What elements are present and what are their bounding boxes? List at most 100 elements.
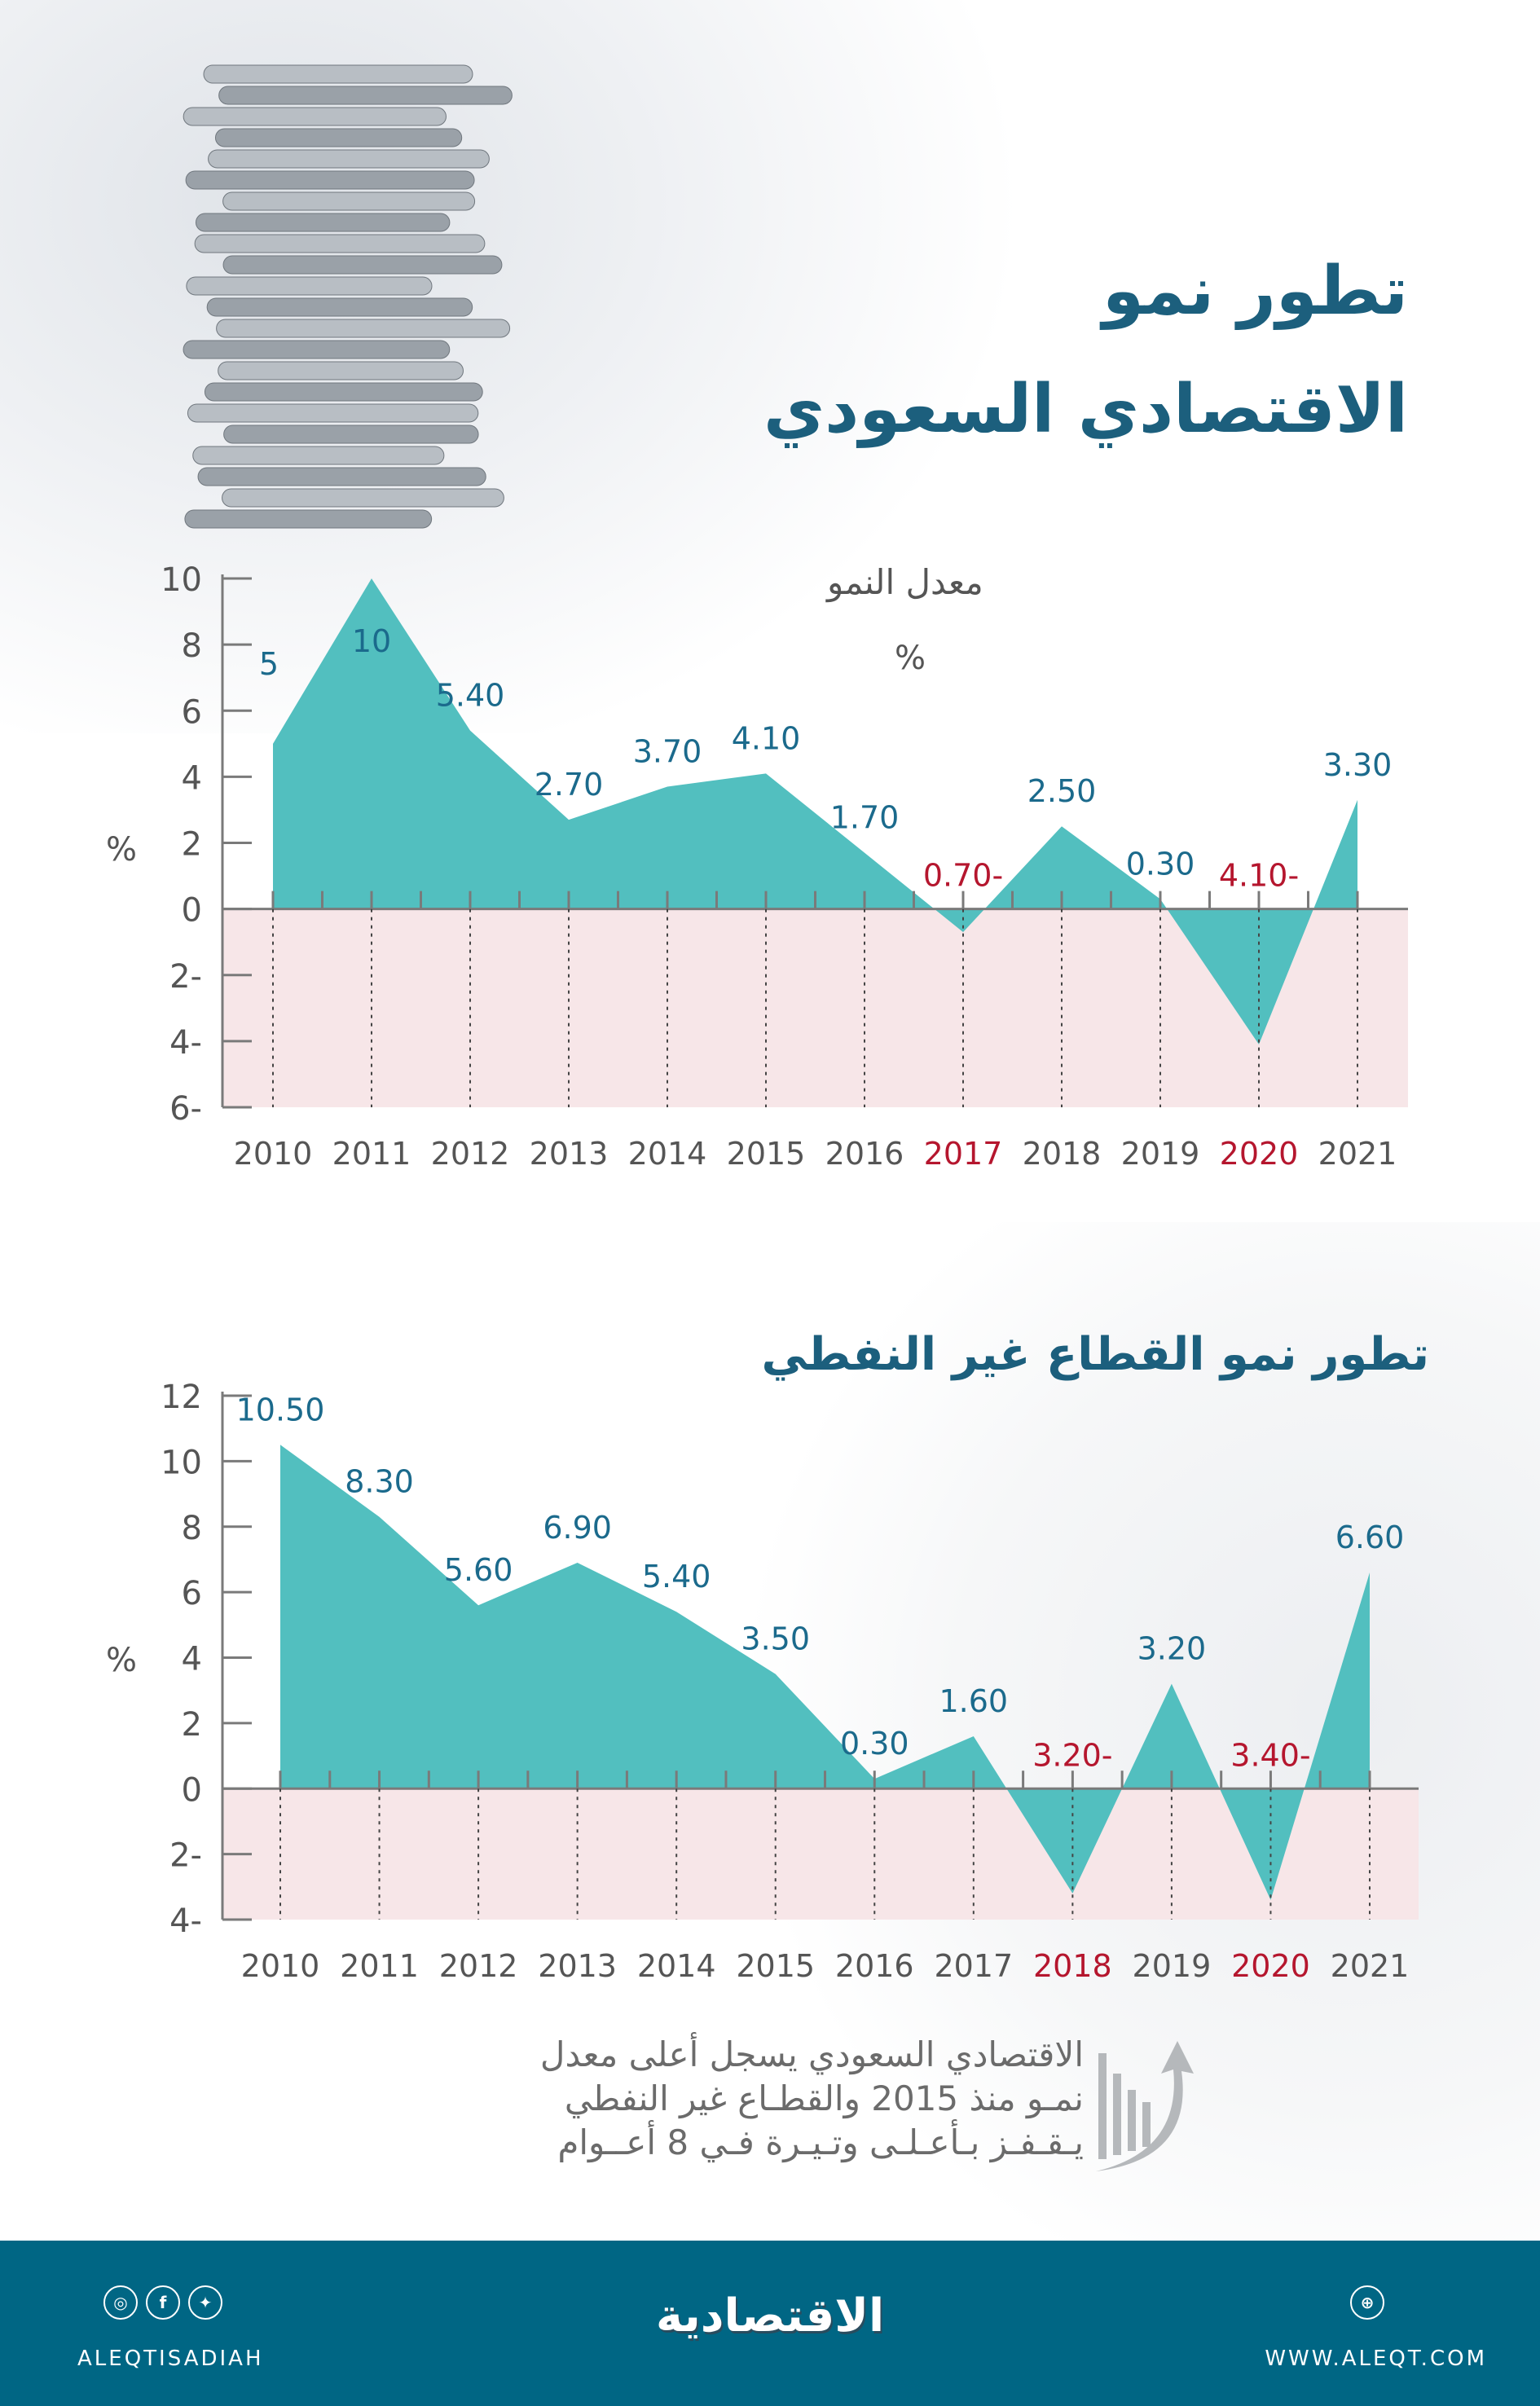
chart1-unit: % [895, 640, 926, 677]
y-tick-label: 6 [182, 1575, 202, 1612]
data-label: 5.40 [642, 1559, 711, 1594]
data-label: 3.50 [741, 1621, 810, 1657]
facebook-icon[interactable]: f [146, 2285, 180, 2320]
footer: ◎ f ✦ ALEQTISADIAH الاقتصادية ⊕ WWW.ALEQ… [0, 2241, 1540, 2406]
globe-icon: ⊕ [1350, 2285, 1384, 2320]
coins-stack-illustration [183, 64, 513, 529]
data-label: 2.70 [535, 767, 604, 803]
note-line1: الاقتصادي السعودي يسجل أعلى معدل [539, 2034, 1084, 2074]
data-label: 0.70- [923, 858, 1003, 894]
data-label: 6.60 [1335, 1520, 1405, 1555]
coin [195, 213, 451, 232]
x-tick-label: 2018 [1033, 1948, 1112, 1984]
coin [218, 361, 464, 380]
data-label: 3.20 [1137, 1631, 1207, 1667]
data-label: 4.10 [732, 720, 801, 756]
note-line2: نمـو منذ 2015 والقطـاع غير النفطي [564, 2078, 1084, 2118]
coin [203, 64, 473, 84]
coin [194, 234, 486, 253]
x-tick-label: 2019 [1121, 1136, 1200, 1172]
y-tick-label: 8 [182, 1510, 202, 1547]
y-tick-label: 10 [161, 1444, 202, 1481]
social-links: ◎ f ✦ [103, 2285, 222, 2320]
coin [216, 319, 511, 338]
data-label: 5.40 [436, 678, 505, 714]
coin [222, 488, 504, 508]
coin [218, 86, 513, 105]
y-tick-label: 6- [169, 1090, 202, 1128]
data-label: 0.30 [1126, 846, 1195, 882]
data-label: 5.60 [444, 1552, 513, 1588]
twitter-icon[interactable]: ✦ [188, 2285, 222, 2320]
note-line3: يـقـفـز بـأعـلـى وتـيـرة فـي 8 أعــوام [557, 2122, 1084, 2162]
y-tick-label: 2- [169, 1837, 202, 1875]
data-label: 1.70 [830, 800, 900, 836]
x-tick-label: 2013 [538, 1948, 617, 1984]
chart-saudi-economy-growth: 10 8 6 4 2 0 2- 4- 6- 2010 5 2011 10 2012 5.40 2013 2.70… [161, 561, 1408, 1172]
coin [206, 297, 473, 317]
y-tick-label: 2 [182, 1706, 202, 1744]
x-tick-label: 2016 [835, 1948, 914, 1984]
x-tick-label: 2018 [1023, 1136, 1102, 1172]
data-label: 2.50 [1027, 773, 1097, 809]
y-tick-label: 10 [161, 561, 202, 599]
coin [222, 255, 503, 275]
x-tick-label: 2016 [825, 1136, 904, 1172]
coin [185, 170, 475, 190]
y-tick-label: 6 [182, 693, 202, 731]
data-label: 6.90 [543, 1510, 612, 1546]
coin [222, 191, 476, 211]
data-label: 10.50 [236, 1392, 325, 1427]
brand-logo: الاقتصادية [655, 2289, 885, 2342]
coin [208, 149, 490, 169]
data-label: 5 [259, 646, 279, 682]
website-link[interactable]: WWW.ALEQT.COM [1265, 2347, 1487, 2371]
area-series [273, 578, 1357, 1045]
y-tick-label: 2- [169, 958, 202, 996]
data-label: 1.60 [939, 1683, 1009, 1719]
chart-non-oil-growth: 12 10 8 6 4 2 0 2- 4- 2010 10.50 2011 8.30 2012 5.60 20… [161, 1379, 1419, 1984]
coin [214, 128, 463, 147]
coin [186, 276, 433, 296]
x-tick-label: 2014 [637, 1948, 716, 1984]
x-tick-label: 2011 [332, 1136, 411, 1172]
x-tick-label: 2020 [1231, 1948, 1310, 1984]
coin [184, 509, 433, 529]
x-tick-label: 2015 [727, 1136, 806, 1172]
coin [192, 446, 445, 465]
y-tick-label: 4- [169, 1024, 202, 1062]
data-label: 3.30 [1323, 747, 1393, 783]
x-tick-label: 2011 [340, 1948, 419, 1984]
y-tick-label: 4 [182, 1641, 202, 1678]
x-tick-label: 2019 [1133, 1948, 1212, 1984]
x-tick-label: 2014 [628, 1136, 707, 1172]
coin [183, 107, 447, 126]
coin [223, 424, 479, 444]
negative-band [222, 1788, 1419, 1920]
coin [187, 403, 479, 423]
instagram-icon[interactable]: ◎ [103, 2285, 138, 2320]
x-tick-label: 2012 [431, 1136, 510, 1172]
main-title-line1: تطور نمو [1102, 253, 1408, 330]
data-label: 8.30 [345, 1464, 414, 1500]
x-tick-label: 2021 [1331, 1948, 1410, 1984]
x-tick-label: 2012 [439, 1948, 518, 1984]
y-tick-label: 4- [169, 1902, 202, 1940]
chart1-ylabel: % [106, 831, 138, 869]
area-series [280, 1445, 1370, 1900]
x-tick-label: 2010 [234, 1136, 313, 1172]
chart2-title: تطور نمو القطاع غير النفطي [761, 1328, 1430, 1381]
data-label: 0.30 [840, 1726, 909, 1762]
y-tick-label: 2 [182, 826, 202, 864]
coin [183, 340, 451, 359]
chart2-ylabel: % [106, 1642, 138, 1679]
chart1-subtitle: معدل النمو [827, 562, 983, 602]
y-tick-label: 12 [161, 1379, 202, 1416]
growth-arrow-icon [1096, 2041, 1194, 2171]
x-tick-label: 2017 [934, 1948, 1013, 1984]
summary-note: الاقتصادي السعودي يسجل أعلى معدل نمـو من… [540, 2033, 1084, 2165]
x-tick-label: 2021 [1318, 1136, 1397, 1172]
y-tick-label: 0 [182, 892, 202, 930]
social-handle[interactable]: ALEQTISADIAH [77, 2347, 264, 2371]
main-title-line2: الاقتصادي السعودي [763, 371, 1408, 448]
